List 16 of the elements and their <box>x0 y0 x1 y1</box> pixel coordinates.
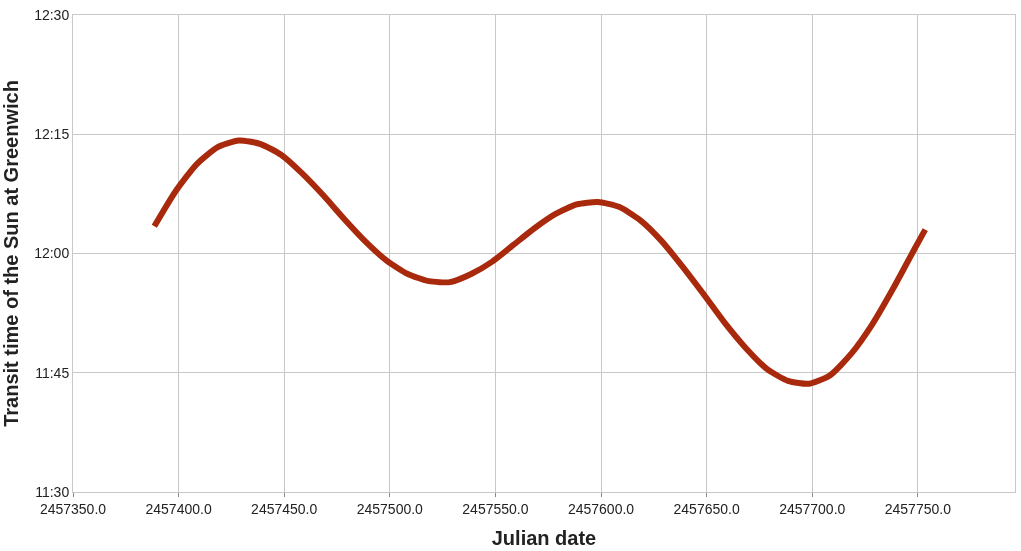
y-tick-label: 12:15 <box>34 126 70 143</box>
x-tick-label: 2457700.0 <box>779 500 846 517</box>
x-tick-label: 2457750.0 <box>884 500 952 517</box>
y-tick-label: 12:00 <box>34 245 70 262</box>
x-tick-label: 2457550.0 <box>462 500 529 517</box>
y-tick-label: 11:30 <box>35 483 70 500</box>
x-tick-label: 2457650.0 <box>673 500 740 517</box>
x-tick-label: 2457350.0 <box>39 500 107 517</box>
y-axis-title: Transit time of the Sun at Greenwich <box>0 80 22 427</box>
y-tick-label: 11:45 <box>35 364 70 381</box>
x-tick-label: 2457600.0 <box>567 500 635 517</box>
x-tick-label: 2457450.0 <box>251 500 318 517</box>
x-tick-label: 2457500.0 <box>356 500 424 517</box>
y-tick-label: 12:30 <box>34 6 70 23</box>
x-tick-label: 2457400.0 <box>145 500 212 517</box>
x-axis-title: Julian date <box>491 527 597 550</box>
